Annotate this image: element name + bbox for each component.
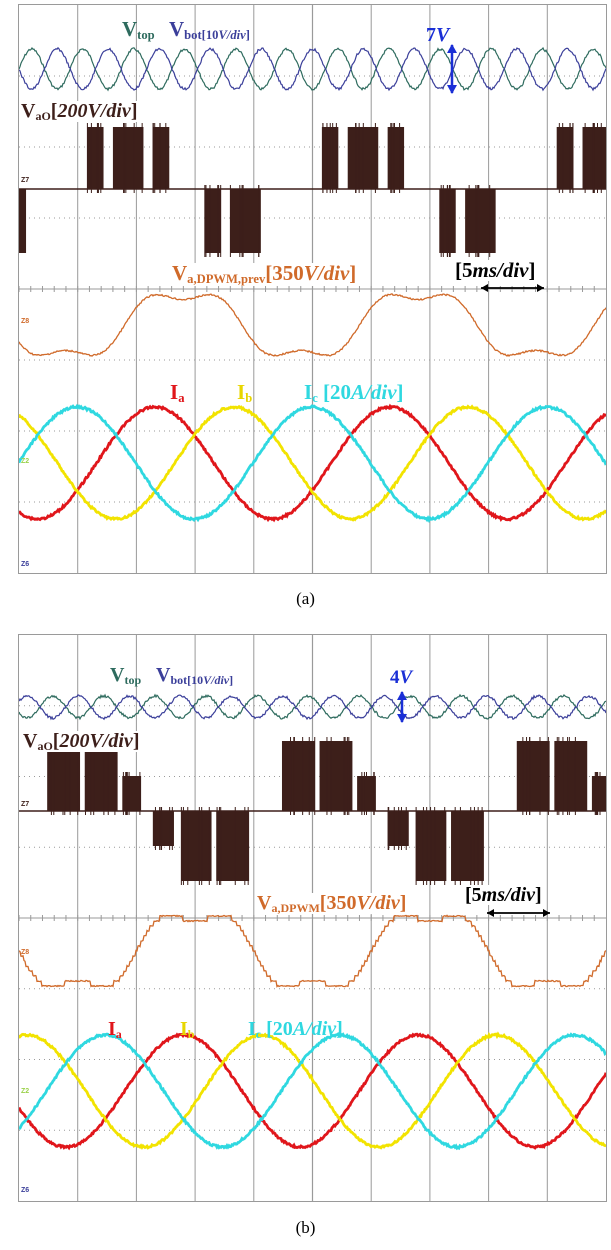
time-scale-arrow-head-right xyxy=(543,909,550,917)
vao-pwm-block xyxy=(204,189,221,253)
caption-b: (b) xyxy=(295,1218,316,1237)
vao-pwm-block xyxy=(230,189,261,253)
ia-trace xyxy=(19,1032,606,1151)
vao-pwm-block xyxy=(19,189,27,253)
channel-marker-bottom: Z6 xyxy=(21,561,30,568)
label-ic: Ic [20A/div] xyxy=(304,380,404,406)
channel-marker-vdpwm: Z8 xyxy=(21,318,30,325)
ripple-arrow-head-top xyxy=(397,691,407,700)
label-ib: Ib xyxy=(180,1018,195,1041)
label-ripple: 7V xyxy=(426,24,450,46)
label-vao: VaO[200V/div] xyxy=(23,730,140,753)
label-vdpwm: Va,DPWM[350V/div] xyxy=(257,892,407,915)
label-ic: Ic [20A/div] xyxy=(248,1018,343,1041)
label-vdpwm: Va,DPWM,prev[350V/div] xyxy=(172,261,357,287)
label-vbot: Vbot[10V/div] xyxy=(169,17,250,43)
vao-pwm-block xyxy=(181,811,212,881)
vao-pwm-block xyxy=(84,741,118,811)
vao-pwm-block xyxy=(516,741,550,811)
label-time-scale: [5ms/div] xyxy=(465,884,542,906)
vao-pwm-block xyxy=(152,811,174,846)
label-ib: Ib xyxy=(237,380,253,406)
time-scale-arrow-head-right xyxy=(537,284,544,292)
label-vtop: Vtop xyxy=(110,664,142,687)
time-scale-arrow-head-left xyxy=(487,909,494,917)
label-vtop: Vtop xyxy=(122,17,155,43)
time-scale-arrow-head-left xyxy=(481,284,488,292)
vbot-trace xyxy=(19,46,606,92)
vdpwm-trace xyxy=(19,914,606,988)
caption-a: (a) xyxy=(296,589,315,608)
vao-pwm-block xyxy=(152,127,170,189)
oscilloscope-plot-b xyxy=(19,635,606,1201)
oscilloscope-panel-a: Vtop Vbot[10V/div] 7V VaO[200V/div] Va,D… xyxy=(18,4,607,574)
vao-pwm-block xyxy=(281,741,315,811)
vao-pwm-block xyxy=(112,127,144,189)
vao-pwm-block xyxy=(216,811,250,881)
vao-pwm-block xyxy=(556,127,574,189)
vdpwm-trace xyxy=(19,293,606,357)
ic-trace xyxy=(19,403,606,524)
vao-pwm-block xyxy=(387,127,405,189)
label-ia: Ia xyxy=(170,380,185,406)
ib-trace xyxy=(19,1031,606,1150)
label-time-scale: [5ms/div] xyxy=(455,258,536,282)
oscilloscope-plot-a xyxy=(19,5,606,573)
vao-pwm-block xyxy=(47,741,81,811)
label-ia: Ia xyxy=(108,1018,122,1041)
label-ripple: 4V xyxy=(390,667,413,688)
channel-marker-vao: Z7 xyxy=(21,801,30,808)
label-vbot: Vbot[10V/div] xyxy=(156,664,234,687)
channel-marker-currents: Z2 xyxy=(21,1088,30,1095)
vtop-trace xyxy=(19,693,606,721)
oscilloscope-panel-b: Vtop Vbot[10V/div] 4V VaO[200V/div] Va,D… xyxy=(18,634,607,1202)
channel-marker-currents: Z2 xyxy=(21,458,30,465)
ripple-arrow-head-bottom xyxy=(397,714,407,723)
ripple-arrow-head-top xyxy=(447,44,457,53)
vao-pwm-block xyxy=(465,189,496,253)
vao-pwm-block xyxy=(415,811,447,881)
vao-pwm-block xyxy=(591,776,606,811)
label-vao: VaO[200V/div] xyxy=(21,100,138,123)
vao-pwm-block xyxy=(451,811,484,881)
vao-pwm-block xyxy=(554,741,588,811)
channel-marker-vdpwm: Z8 xyxy=(21,949,30,956)
ripple-arrow-head-bottom xyxy=(447,85,457,94)
vao-pwm-block xyxy=(122,776,142,811)
ic-trace xyxy=(19,1031,606,1151)
vbot-trace xyxy=(19,694,606,721)
channel-marker-bottom: Z6 xyxy=(21,1187,30,1194)
vtop-trace xyxy=(19,46,606,92)
channel-marker-vao: Z7 xyxy=(21,177,30,184)
